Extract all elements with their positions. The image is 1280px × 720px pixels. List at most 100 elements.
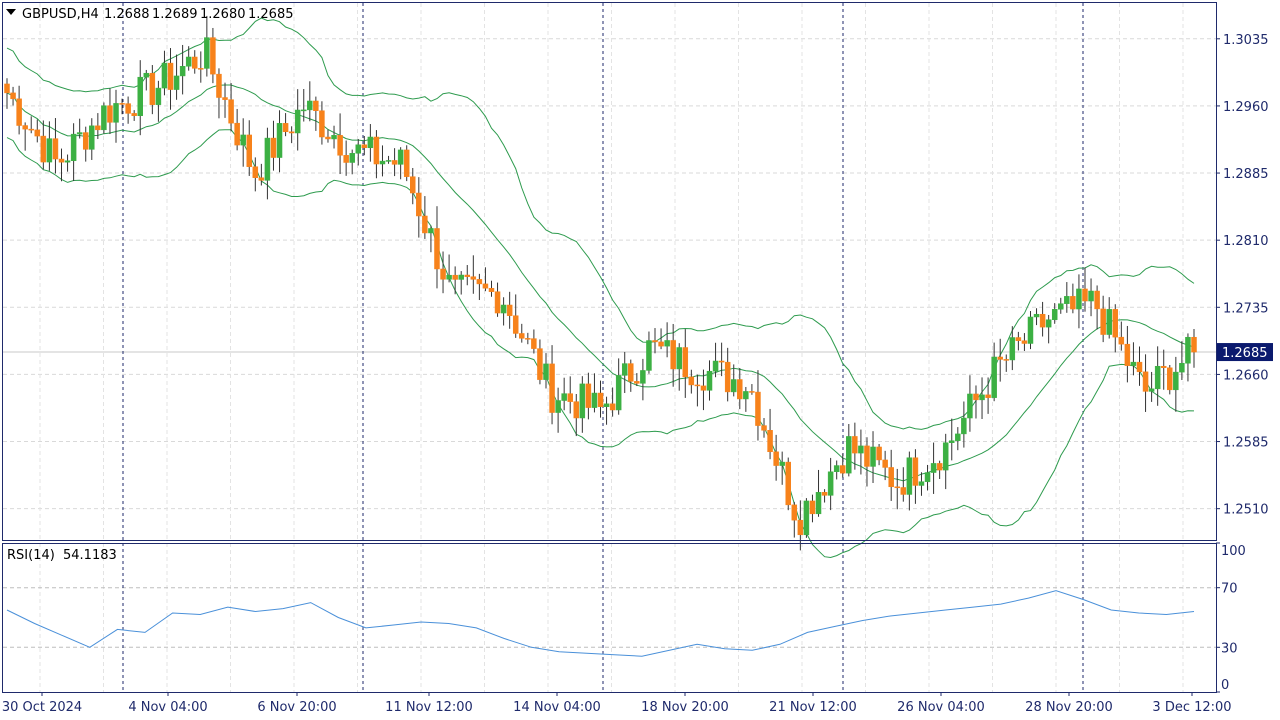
candle <box>428 225 434 253</box>
candle <box>301 88 307 122</box>
candle-body <box>313 100 319 111</box>
candle-body <box>494 291 501 314</box>
candle <box>797 500 804 551</box>
candle-body <box>1027 316 1034 344</box>
time-tick-label: 14 Nov 04:00 <box>513 700 601 715</box>
candle <box>767 408 773 460</box>
candle-body <box>410 176 416 194</box>
candle-body <box>416 192 422 217</box>
candle-body <box>1009 337 1016 361</box>
candle-body <box>276 123 283 158</box>
candle <box>155 80 162 122</box>
candle-body <box>52 138 59 160</box>
candle <box>52 118 59 174</box>
candle-body <box>155 87 162 105</box>
time-tick-label: 11 Nov 12:00 <box>385 700 473 715</box>
candle-body <box>482 283 489 289</box>
candle <box>1076 274 1082 329</box>
candle-body <box>876 446 882 461</box>
rsi-panel-frame <box>2 543 1217 693</box>
candle-body <box>870 446 876 467</box>
collapse-triangle-icon[interactable] <box>6 9 16 15</box>
candle <box>628 359 634 392</box>
candle-body <box>1033 313 1040 318</box>
candle-body <box>827 471 834 496</box>
time-tick-label: 30 Oct 2024 <box>2 700 82 715</box>
price-tick-label: 1.2885 <box>1223 167 1269 182</box>
candle <box>173 54 180 100</box>
candle <box>131 110 137 121</box>
candle-body <box>652 340 658 343</box>
candle <box>113 89 119 143</box>
candle <box>1112 304 1119 353</box>
candle-body <box>379 160 386 165</box>
candle-body <box>688 376 695 386</box>
candle-body <box>567 393 573 402</box>
price-panel-frame <box>2 2 1217 541</box>
candle <box>967 375 973 432</box>
candle <box>191 50 198 74</box>
candle <box>4 78 10 109</box>
candle-body <box>252 166 259 178</box>
rsi-tick-label: 0 <box>1221 678 1229 693</box>
candle <box>58 148 65 182</box>
bollinger-bands <box>6 17 1195 559</box>
candle <box>28 116 34 134</box>
candle <box>1124 325 1131 383</box>
candle <box>488 280 495 297</box>
candle-body <box>1160 365 1167 369</box>
candle-body <box>973 393 979 401</box>
candle <box>900 467 907 502</box>
candle <box>470 255 477 294</box>
candle <box>712 342 719 378</box>
candle <box>991 342 997 402</box>
bollinger-upper-band <box>6 17 1195 430</box>
candle-body <box>476 279 483 285</box>
candle <box>827 457 834 511</box>
candle-body <box>282 123 289 133</box>
candle <box>555 387 561 433</box>
candle <box>961 401 967 448</box>
candle-body <box>367 136 374 149</box>
candle <box>319 101 325 145</box>
candle <box>313 96 319 131</box>
candle-body <box>591 392 598 408</box>
candle-body <box>773 451 779 466</box>
candle <box>95 113 101 140</box>
candle-body <box>403 149 410 177</box>
candle <box>403 145 410 182</box>
candle <box>512 294 519 338</box>
candle <box>1070 283 1076 314</box>
candle <box>325 129 331 143</box>
candle-body <box>749 391 755 393</box>
candle <box>1039 301 1046 337</box>
candle-body <box>149 72 156 105</box>
candle-body <box>40 135 47 163</box>
candle <box>1118 321 1125 351</box>
candle-body <box>961 417 967 435</box>
candle-body <box>373 136 380 165</box>
price-tick-label: 1.2960 <box>1223 100 1269 115</box>
price-tick-label: 1.2810 <box>1223 234 1269 249</box>
candle <box>185 46 192 71</box>
candle <box>779 451 785 485</box>
candle-body <box>258 177 265 181</box>
candle <box>761 418 767 438</box>
candle <box>573 394 580 437</box>
candle <box>700 369 707 411</box>
candle-body <box>936 463 943 471</box>
candle <box>597 380 604 418</box>
candle-body <box>579 383 586 419</box>
candle <box>603 396 610 425</box>
candle-body <box>712 360 719 372</box>
candle <box>198 51 204 83</box>
candle <box>1033 308 1040 326</box>
candle-body <box>95 125 101 131</box>
open-value: 1.2688 <box>104 7 150 22</box>
candle <box>531 329 537 354</box>
candle-body <box>1021 340 1028 344</box>
candle <box>858 429 864 475</box>
candle-body <box>216 73 222 98</box>
candle <box>1021 333 1028 351</box>
